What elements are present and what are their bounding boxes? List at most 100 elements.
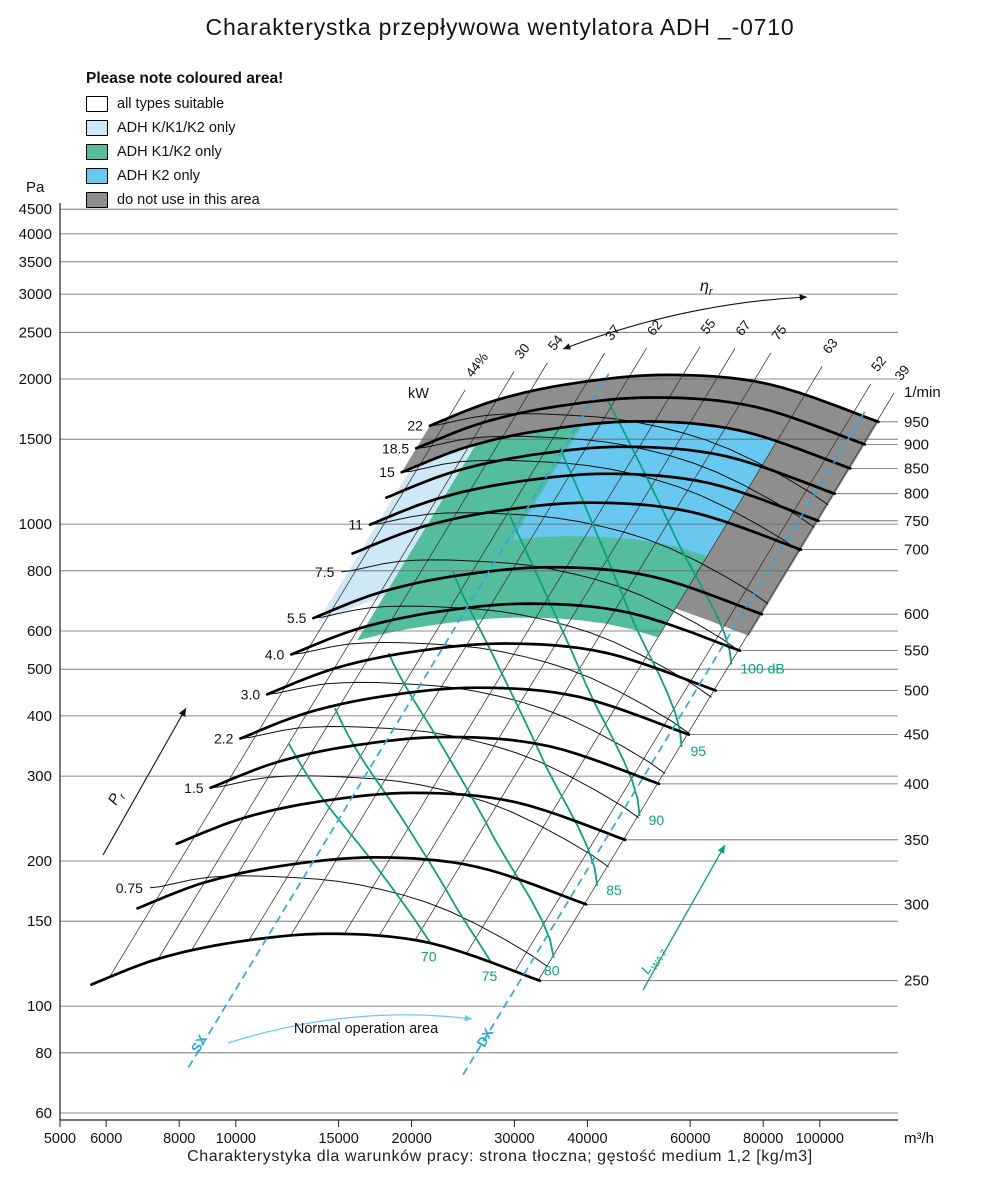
arrow-line — [642, 844, 726, 991]
power-curve-1.5 — [210, 775, 609, 868]
fan-curve-500 — [265, 642, 717, 696]
x-tick-60000: 60000 — [670, 1131, 710, 1147]
efficiency-label-62: 62 — [644, 317, 665, 338]
y-tick-2000: 2000 — [19, 371, 52, 388]
fan-curve-900 — [414, 396, 867, 450]
rpm-label-400: 400 — [904, 776, 929, 793]
power-curve-15 — [401, 459, 801, 552]
sound-label-95: 95 — [690, 743, 706, 759]
power-curve-2.2 — [240, 725, 639, 819]
power-curve-7.5 — [341, 559, 740, 652]
legend-swatch — [86, 144, 108, 160]
rpm-label-350: 350 — [904, 832, 929, 849]
fan-curve-750 — [368, 472, 820, 526]
y-tick-200: 200 — [27, 853, 52, 870]
efficiency-line-52 — [514, 383, 872, 972]
rpm-label-800: 800 — [904, 486, 929, 503]
y-tick-2500: 2500 — [19, 324, 52, 341]
y-tick-4000: 4000 — [19, 226, 52, 243]
x-tick-80000: 80000 — [743, 1131, 783, 1147]
power-curve-22 — [429, 413, 829, 506]
x-tick-8000: 8000 — [163, 1131, 195, 1147]
efficiency-label-75: 75 — [769, 322, 790, 343]
eta-label-sub: r — [709, 286, 713, 298]
fan-curve-850 — [400, 420, 852, 474]
rpm-label-950: 950 — [904, 414, 929, 431]
y-tick-300: 300 — [27, 768, 52, 785]
fan-curve-450 — [239, 686, 691, 740]
rpm-label-850: 850 — [904, 460, 929, 477]
power-label-1.5: 1.5 — [184, 780, 204, 796]
regions — [317, 375, 879, 641]
legend-item-label: do not use in this area — [117, 192, 260, 208]
efficiency-line-37 — [248, 352, 606, 941]
legend-swatch — [86, 96, 108, 112]
power-curve-0.75 — [149, 875, 549, 968]
x-tick-20000: 20000 — [391, 1131, 431, 1147]
eta-label: ηr — [700, 278, 713, 298]
efficiency-label-54: 54 — [545, 332, 566, 353]
y-tick-1500: 1500 — [19, 431, 52, 448]
sound-curve-75 — [334, 707, 493, 964]
efficiency-line-63 — [465, 366, 823, 954]
rpm-label-750: 750 — [904, 513, 929, 530]
normal-operation-area-label: Normal operation area — [294, 1021, 439, 1037]
efficiency-label-55: 55 — [698, 316, 719, 337]
legend: Please note coloured area! all types sui… — [86, 70, 283, 216]
legend-swatch — [86, 120, 108, 136]
y-axis-unit: Pa — [26, 179, 45, 196]
y-tick-4500: 4500 — [19, 201, 52, 218]
y-tick-500: 500 — [27, 661, 52, 678]
lwa-label-sub: WA 7 — [649, 947, 670, 972]
y-tick-3000: 3000 — [19, 286, 52, 303]
rpm-axis-unit: 1/min — [904, 384, 941, 401]
efficiency-line-54 — [191, 362, 548, 951]
power-label-18.5: 18.5 — [382, 440, 409, 456]
x-tick-40000: 40000 — [567, 1131, 607, 1147]
rpm-label-500: 500 — [904, 683, 929, 700]
fan-curve-950 — [428, 373, 880, 428]
sound-label-75: 75 — [482, 968, 498, 984]
legend-title: Please note coloured area! — [86, 70, 284, 87]
power-curve-5.5 — [313, 605, 712, 698]
legend-item-label: ADH K1/K2 only — [117, 144, 222, 160]
rpm-axis: 1/min 950 900 850 800 750 700 600 550 500 450 400 35… — [539, 384, 941, 990]
efficiency-line-62 — [290, 348, 647, 936]
system-line-SX — [187, 373, 610, 1068]
normal-area-arrow — [227, 1014, 473, 1044]
arrowhead — [717, 845, 725, 854]
efficiency-label-63: 63 — [820, 336, 841, 357]
rpm-label-250: 250 — [904, 973, 929, 990]
fan-curve-250 — [90, 932, 542, 986]
arrowhead — [799, 294, 807, 301]
power-label-0.75: 0.75 — [116, 880, 143, 896]
fan-curve-700 — [351, 501, 803, 555]
x-axis-unit: m³/h — [904, 1130, 934, 1147]
x-tick-15000: 15000 — [318, 1131, 358, 1147]
efficiency-line-55 — [343, 346, 701, 935]
sound-label-90: 90 — [649, 812, 665, 828]
legend-item-4: do not use in this area — [86, 192, 283, 208]
x-tick-6000: 6000 — [90, 1131, 122, 1147]
region-do-not-use-top — [401, 375, 879, 473]
efficiency-line-67 — [378, 348, 736, 936]
sound-label-70: 70 — [421, 948, 437, 964]
sound-curve-70 — [287, 743, 432, 944]
power-label-5.5: 5.5 — [287, 610, 307, 626]
efficiency-line-30 — [157, 371, 515, 960]
fan-curve-800 — [385, 445, 837, 499]
power-curve-11 — [369, 512, 769, 605]
x-tick-5000: 5000 — [44, 1131, 76, 1147]
efficiency-label-30: 30 — [512, 341, 533, 362]
sound-curve-95 — [559, 447, 683, 747]
chart-caption: Charakterystyka dla warunków pracy: stro… — [187, 1148, 813, 1165]
legend-item-3: ADH K2 only — [86, 168, 283, 184]
pr-axis-label-sub: r — [118, 792, 130, 801]
lwa-label: LWA 7 — [638, 943, 670, 978]
efficiency-label-44%: 44% — [463, 350, 491, 381]
y-tick-100: 100 — [27, 998, 52, 1015]
y-tick-150: 150 — [27, 913, 52, 930]
arrowhead — [178, 708, 186, 717]
